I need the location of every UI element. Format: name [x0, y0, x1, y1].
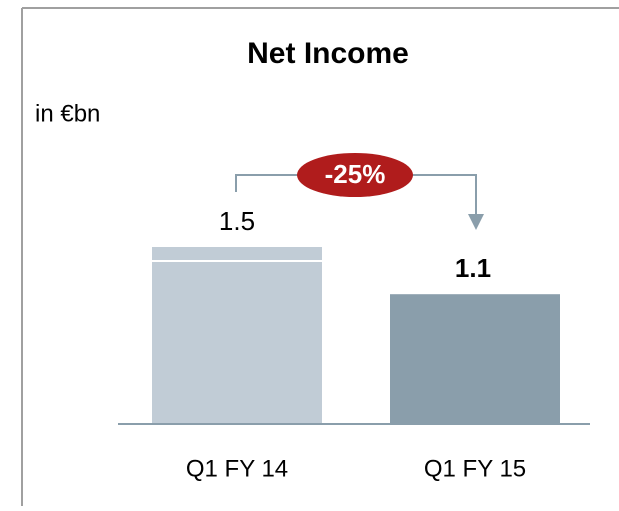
subtitle: in €bn — [35, 100, 100, 127]
value-label: 1.5 — [219, 206, 255, 236]
x-tick-label: Q1 FY 14 — [186, 455, 288, 482]
bar — [390, 294, 560, 424]
change-label: -25% — [325, 159, 386, 189]
change-badge — [297, 153, 413, 197]
x-tick-label: Q1 FY 15 — [424, 455, 526, 482]
bar — [152, 247, 322, 424]
value-label: 1.1 — [455, 253, 491, 283]
chart-title: Net Income — [247, 37, 409, 70]
arrow-head — [468, 214, 484, 230]
